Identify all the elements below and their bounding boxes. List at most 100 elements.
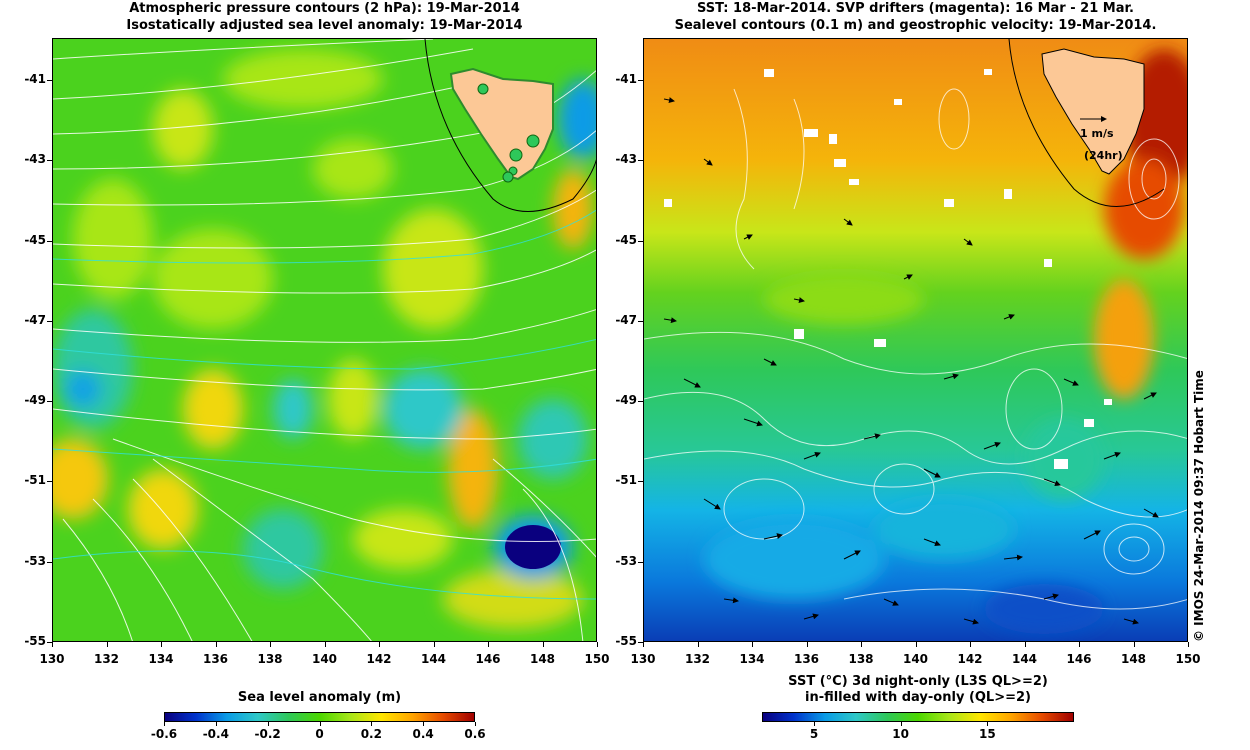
cb-right-tick [901, 722, 902, 726]
right-lon-tick-label: 130 [630, 652, 656, 666]
velocity-scale-note: (24hr) [1084, 149, 1123, 162]
velocity-arrows [663, 97, 1159, 625]
left-lon-tick [488, 642, 489, 647]
left-lon-tick [543, 642, 544, 647]
left-lon-tick-label: 142 [366, 652, 392, 666]
right-lon-tick-label: 142 [957, 652, 983, 666]
left-lon-tick-label: 136 [202, 652, 229, 666]
left-lon-tick [597, 642, 598, 647]
right-lon-tick-label: 144 [1011, 652, 1038, 666]
left-title: Atmospheric pressure contours (2 hPa): 1… [52, 0, 597, 34]
cb-left-tick-label: 0.2 [360, 727, 382, 741]
cyan-contours [53, 209, 596, 600]
left-lon-tick [107, 642, 108, 647]
cb-right-tick-label: 5 [809, 727, 819, 741]
left-lon-tick [216, 642, 217, 647]
pressure-contours [53, 39, 596, 641]
left-lon-tick [434, 642, 435, 647]
right-lat-tick [638, 241, 643, 242]
cb-left-tick-label: 0 [315, 727, 324, 741]
right-lat-tick-label: -55 [615, 634, 637, 648]
left-lon-tick-label: 144 [420, 652, 447, 666]
right-lon-tick [916, 642, 917, 647]
cb-left-tick [423, 722, 424, 726]
right-lon-tick-label: 134 [739, 652, 765, 666]
sst-field [644, 39, 1187, 641]
left-lon-tick [52, 642, 53, 647]
left-lat-tick [47, 321, 52, 322]
right-lon-tick [1134, 642, 1135, 647]
imos-credit: © IMOS 24-Mar-2014 09:37 Hobart Time [1192, 370, 1206, 642]
right-lon-tick-label: 148 [1120, 652, 1147, 666]
right-lon-tick-label: 146 [1066, 652, 1092, 666]
sea-level-anomaly-map [52, 38, 597, 642]
left-lon-tick-label: 140 [311, 652, 338, 666]
cb-right-tick [814, 722, 815, 726]
left-lat-tick [47, 481, 52, 482]
right-lon-tick [1025, 642, 1026, 647]
left-lon-tick [325, 642, 326, 647]
cb-left-tick [475, 722, 476, 726]
left-lat-tick-label: -51 [24, 473, 46, 488]
right-lon-tick [752, 642, 753, 647]
right-lon-tick [698, 642, 699, 647]
left-lon-tick [161, 642, 162, 647]
cloud-gaps [664, 69, 1112, 469]
cb-right-tick-label: 15 [978, 727, 996, 741]
left-lat-tick-label: -45 [24, 232, 46, 247]
left-lat-tick-label: -41 [24, 72, 46, 86]
right-colorbar-title-line1: SST (°C) 3d night-only (L3S QL>=2) [788, 674, 1048, 689]
right-lon-tick [1079, 642, 1080, 647]
right-title-line1: SST: 18-Mar-2014. SVP drifters (magenta)… [697, 1, 1134, 16]
cb-left-tick [268, 722, 269, 726]
low-anomaly-eddy [505, 525, 561, 569]
left-lat-tick [47, 80, 52, 81]
right-lon-tick-label: 138 [848, 652, 874, 666]
right-lon-tick-label: 140 [902, 652, 929, 666]
left-lon-tick-label: 130 [39, 652, 65, 666]
cb-left-tick [216, 722, 217, 726]
right-lat-tick-label: -47 [615, 312, 637, 327]
cb-left-tick [320, 722, 321, 726]
left-colorbar [164, 712, 475, 722]
left-lat-tick-label: -49 [24, 393, 46, 408]
right-lat-tick [638, 80, 643, 81]
drifter-markers [477, 83, 540, 183]
left-title-line2: Isostatically adjusted sea level anomaly… [126, 18, 523, 33]
right-title: SST: 18-Mar-2014. SVP drifters (magenta)… [643, 0, 1188, 34]
sea-level-anomaly-field [53, 39, 596, 641]
left-lat-tick-label: -47 [24, 312, 46, 327]
right-lat-tick-label: -41 [615, 72, 637, 86]
right-lon-tick [643, 642, 644, 647]
right-lat-tick [638, 562, 643, 563]
right-lat-tick-label: -43 [615, 152, 637, 167]
left-lon-tick [379, 642, 380, 647]
cb-right-tick-label: 10 [892, 727, 909, 741]
cb-right-tick [987, 722, 988, 726]
left-lat-tick [47, 241, 52, 242]
cb-left-tick [164, 722, 165, 726]
right-lat-tick [638, 481, 643, 482]
cb-left-tick-label: 0.6 [464, 727, 486, 741]
sst-map: 1 m/s (24hr) [643, 38, 1188, 642]
left-colorbar-title: Sea level anomaly (m) [237, 690, 402, 705]
right-lat-tick-label: -49 [615, 393, 637, 408]
right-lon-tick [970, 642, 971, 647]
right-colorbar-title-line2: in-filled with day-only (QL>=2) [804, 690, 1031, 705]
left-lat-tick-label: -53 [24, 553, 46, 568]
left-lat-tick [47, 401, 52, 402]
left-lat-tick [47, 642, 52, 643]
tasmania-landmass [449, 67, 554, 181]
left-lon-tick-label: 138 [257, 652, 283, 666]
right-title-line2: Sealevel contours (0.1 m) and geostrophi… [674, 18, 1157, 33]
left-lon-tick-label: 150 [584, 652, 610, 666]
tasmania-landmass [1041, 48, 1145, 175]
cb-left-tick-label: 0.4 [412, 727, 434, 741]
cb-left-tick-label: -0.2 [254, 727, 281, 741]
right-lon-tick [1188, 642, 1189, 647]
right-colorbar-title: SST (°C) 3d night-only (L3S QL>=2) in-fi… [762, 674, 1074, 706]
cb-left-tick-label: -0.6 [150, 727, 178, 741]
right-lon-tick-label: 150 [1175, 652, 1201, 666]
left-lat-tick-label: -43 [24, 152, 46, 167]
right-lon-tick-label: 136 [793, 652, 820, 666]
